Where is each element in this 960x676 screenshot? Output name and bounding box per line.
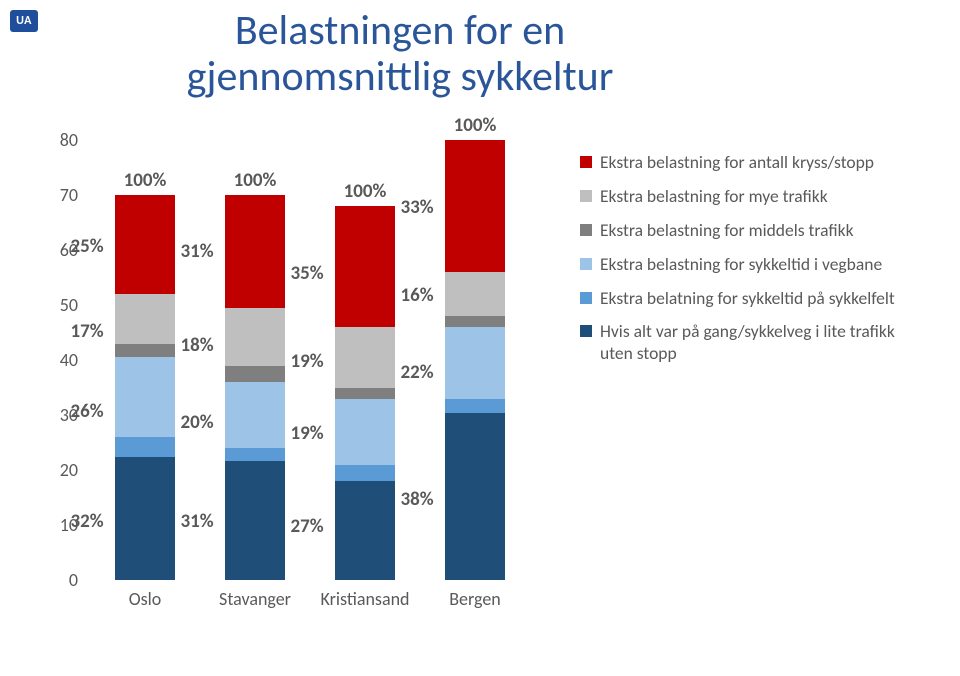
- legend-item: Hvis alt var på gang/sykkelveg i lite tr…: [580, 321, 900, 365]
- bar-segment: [445, 399, 505, 413]
- bar-segment: [115, 437, 175, 457]
- chart-title: Belastningen for en gjennomsnittlig sykk…: [120, 8, 680, 100]
- y-tick-label: 20: [50, 459, 78, 481]
- legend-text: Ekstra belastning for sykkeltid i vegban…: [600, 254, 900, 276]
- category-label: Stavanger: [200, 588, 310, 610]
- legend-item: Ekstra belatning for sykkeltid på sykkel…: [580, 288, 900, 310]
- plot-area: 32%26%17%25%100%31%20%18%31%100%27%19%19…: [90, 140, 530, 580]
- bar-segment-label: 31%: [142, 510, 252, 533]
- legend-item: Ekstra belastning for antall kryss/stopp: [580, 152, 900, 174]
- bar-segment-label: 27%: [252, 515, 362, 538]
- chart-area: 01020304050607080 32%26%17%25%100%31%20%…: [50, 140, 920, 630]
- legend-text: Ekstra belatning for sykkeltid på sykkel…: [600, 288, 900, 310]
- legend-swatch: [580, 258, 592, 270]
- category-axis: OsloStavangerKristiansandBergen: [90, 584, 530, 614]
- ua-badge-text: UA: [16, 14, 32, 28]
- y-tick-label: 0: [50, 569, 78, 591]
- bar-segment-label: 26%: [32, 400, 142, 423]
- bar-segment-label: 17%: [32, 320, 142, 343]
- bar-segment-label: 18%: [142, 334, 252, 357]
- y-tick-label: 80: [50, 129, 78, 151]
- bar-segment-label: 20%: [142, 411, 252, 434]
- bar-total-label: 100%: [420, 114, 530, 137]
- legend-swatch: [580, 325, 592, 337]
- y-tick-label: 50: [50, 294, 78, 316]
- legend-text: Ekstra belastning for mye trafikk: [600, 186, 900, 208]
- legend-item: Ekstra belastning for sykkeltid i vegban…: [580, 254, 900, 276]
- category-label: Oslo: [90, 588, 200, 610]
- legend-swatch: [580, 224, 592, 236]
- bar-segment-label: 19%: [252, 350, 362, 373]
- bar-segment-label: 32%: [32, 510, 142, 533]
- bar-segment-label: 33%: [362, 196, 472, 219]
- bar-segment: [445, 316, 505, 327]
- legend-swatch: [580, 156, 592, 168]
- category-label: Bergen: [420, 588, 530, 610]
- bar-segment-label: 19%: [252, 422, 362, 445]
- bar-segment-label: 31%: [142, 240, 252, 263]
- legend: Ekstra belastning for antall kryss/stopp…: [580, 152, 900, 377]
- legend-text: Ekstra belastning for middels trafikk: [600, 220, 900, 242]
- bar-segment: [225, 448, 285, 461]
- legend-swatch: [580, 292, 592, 304]
- legend-text: Hvis alt var på gang/sykkelveg i lite tr…: [600, 321, 900, 365]
- bar-segment: [335, 465, 395, 482]
- legend-swatch: [580, 190, 592, 202]
- y-tick-label: 40: [50, 349, 78, 371]
- y-tick-label: 70: [50, 184, 78, 206]
- legend-text: Ekstra belastning for antall kryss/stopp: [600, 152, 900, 174]
- bar-total-label: 100%: [200, 169, 310, 192]
- ua-badge: UA: [10, 10, 38, 32]
- legend-item: Ekstra belastning for mye trafikk: [580, 186, 900, 208]
- bar-segment-label: 25%: [32, 235, 142, 258]
- bar-total-label: 100%: [90, 169, 200, 192]
- bar-segment-label: 16%: [362, 284, 472, 307]
- bar-segment: [335, 388, 395, 399]
- category-label: Kristiansand: [310, 588, 420, 610]
- legend-item: Ekstra belastning for middels trafikk: [580, 220, 900, 242]
- bar-segment-label: 35%: [252, 262, 362, 285]
- bar-segment-label: 22%: [362, 361, 472, 384]
- bar-segment-label: 38%: [362, 488, 472, 511]
